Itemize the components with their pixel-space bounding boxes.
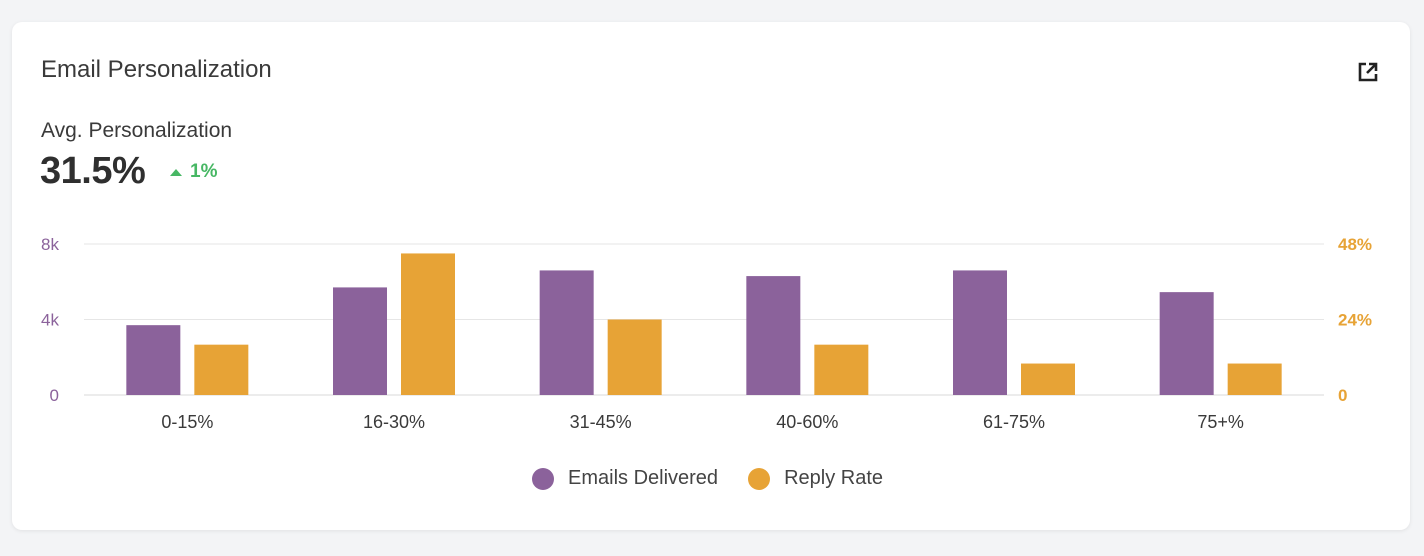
legend-label-emails-delivered: Emails Delivered [568,467,719,489]
y-right-tick-label: 24% [1338,311,1372,330]
bar-reply-rate [814,344,869,395]
card-title: Email Personalization [41,56,272,83]
x-tick-label: 61-75% [983,412,1045,432]
bar-chart: 0 4k 8k 0 24% 48% 0-15% 16-30% 31-45% 40-60% 61-75… [41,235,1372,432]
bar-emails-delivered [1159,292,1214,395]
x-tick-label: 31-45% [570,412,632,432]
legend-item-emails-delivered[interactable]: Emails Delivered [532,467,718,490]
y-left-tick-label: 8k [41,235,59,254]
legend-item-reply-rate[interactable]: Reply Rate [748,467,883,490]
bar-emails-delivered [746,276,801,395]
bar-reply-rate [607,319,662,395]
email-personalization-card: Email Personalization Avg. Personalizati… [12,22,1410,530]
metric-value: 31.5% [40,150,146,192]
up-arrow-icon [170,168,182,176]
bar-emails-delivered [953,270,1007,395]
y-left-tick-label: 4k [41,311,59,330]
legend-dot-reply-rate [748,467,771,490]
external-link-icon [1358,62,1378,82]
metric-change: 1% [170,161,217,183]
bar-reply-rate [401,253,455,395]
x-tick-label: 40-60% [776,412,838,432]
legend-dot-emails-delivered [532,467,554,490]
bar-emails-delivered [539,270,594,395]
bar-reply-rate [194,344,249,395]
bar-reply-rate [1227,363,1282,395]
legend-label-reply-rate: Reply Rate [784,467,883,489]
y-right-tick-label: 48% [1338,235,1372,254]
x-tick-label: 75+% [1197,412,1244,432]
y-left-tick-label: 0 [50,386,59,405]
metric-change-value: 1% [190,161,218,182]
y-right-tick-label: 0 [1338,386,1347,405]
open-external-button[interactable] [1354,58,1382,86]
x-tick-label: 0-15% [161,412,213,432]
chart-legend: Emails Delivered Reply Rate [532,467,913,490]
x-tick-label: 16-30% [363,412,425,432]
bar-emails-delivered [126,325,181,395]
bar-emails-delivered [333,287,387,395]
metric-label: Avg. Personalization [41,119,233,142]
bar-reply-rate [1021,363,1075,395]
